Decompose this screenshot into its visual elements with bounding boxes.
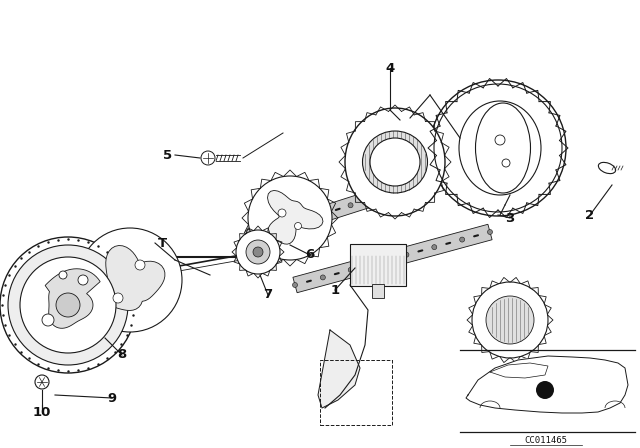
Circle shape [20,257,116,353]
Circle shape [348,203,353,208]
Polygon shape [318,330,360,408]
Ellipse shape [362,131,428,193]
Text: 8: 8 [117,349,127,362]
Text: 6: 6 [305,249,315,262]
Circle shape [527,146,532,151]
Ellipse shape [476,103,531,193]
Circle shape [78,275,88,285]
Circle shape [323,211,328,216]
Circle shape [502,154,507,159]
Circle shape [248,176,332,260]
Circle shape [488,229,493,234]
Text: 1: 1 [330,284,340,297]
Circle shape [451,170,456,175]
Circle shape [502,159,510,167]
Ellipse shape [430,80,566,216]
Circle shape [292,283,298,288]
Circle shape [495,135,505,145]
Circle shape [271,227,276,233]
Text: 4: 4 [385,61,395,74]
Text: 5: 5 [163,148,173,161]
Circle shape [59,271,67,279]
Circle shape [476,162,481,167]
Circle shape [486,296,534,344]
Text: T: T [157,237,166,250]
Text: 9: 9 [108,392,116,405]
Ellipse shape [345,108,445,216]
Circle shape [348,267,353,272]
Circle shape [56,293,80,317]
Text: 10: 10 [33,406,51,419]
Circle shape [278,209,286,217]
Circle shape [253,247,263,257]
Circle shape [246,236,250,241]
Circle shape [399,186,404,191]
Bar [320,360,392,425]
Polygon shape [246,140,532,246]
Circle shape [404,252,409,257]
Circle shape [425,178,430,183]
FancyBboxPatch shape [350,244,406,286]
Polygon shape [45,269,100,328]
Polygon shape [100,246,165,310]
Text: CC011465: CC011465 [525,435,568,444]
Circle shape [201,151,215,165]
Circle shape [42,314,54,326]
FancyBboxPatch shape [372,284,384,298]
Ellipse shape [370,138,420,186]
Polygon shape [293,224,492,293]
Ellipse shape [459,101,541,195]
Circle shape [460,237,465,242]
Text: 3: 3 [506,211,515,224]
Circle shape [536,381,554,399]
Circle shape [236,230,280,274]
Circle shape [113,293,123,303]
Circle shape [321,275,325,280]
Circle shape [376,260,381,265]
Circle shape [0,237,136,373]
Circle shape [78,228,182,332]
Circle shape [135,260,145,270]
Circle shape [246,240,270,264]
Circle shape [294,223,301,229]
Ellipse shape [598,162,616,174]
Circle shape [472,282,548,358]
Circle shape [8,245,128,365]
Circle shape [432,245,436,250]
Text: 2: 2 [586,208,595,221]
Text: 7: 7 [264,289,273,302]
Circle shape [297,219,302,224]
Polygon shape [268,190,323,244]
Circle shape [374,194,379,200]
Polygon shape [466,356,628,413]
Circle shape [35,375,49,389]
